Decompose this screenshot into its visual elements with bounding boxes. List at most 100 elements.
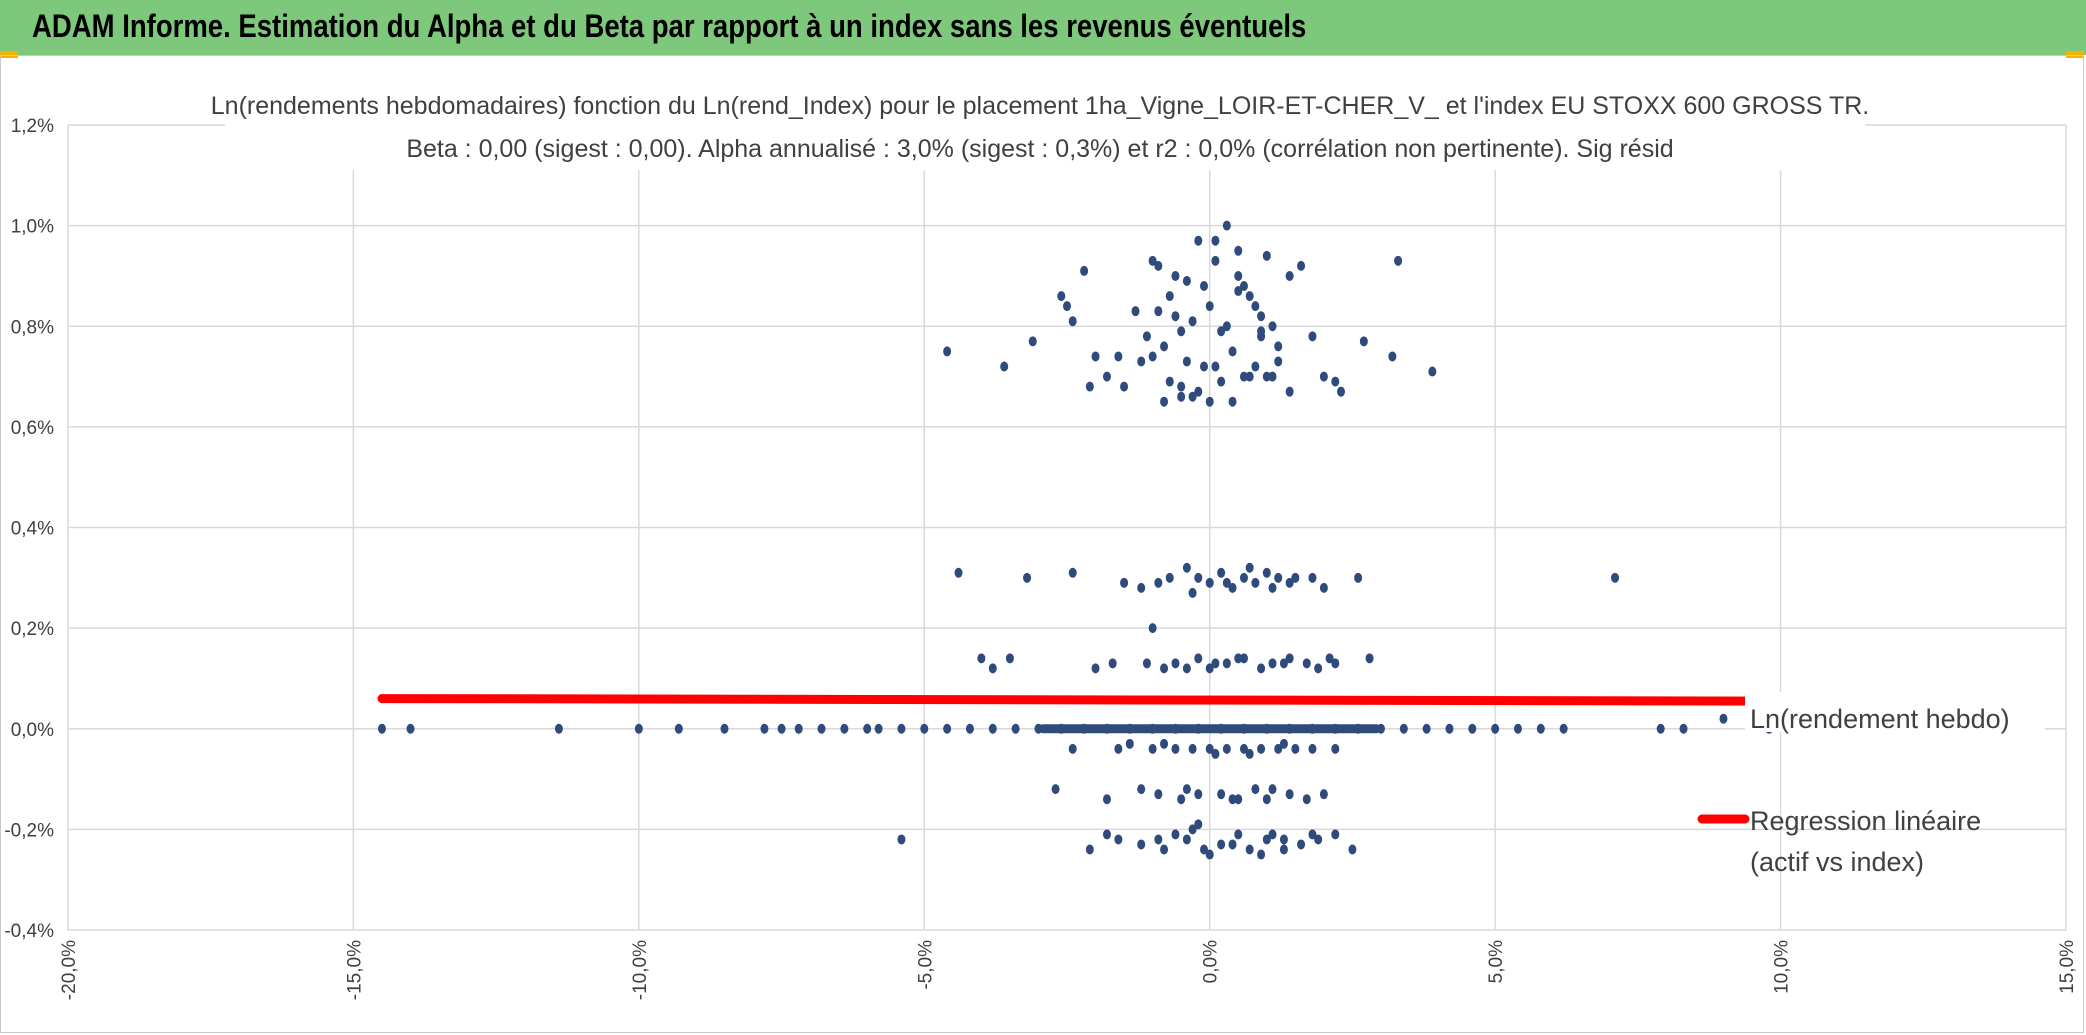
data-point bbox=[1262, 371, 1271, 382]
data-point bbox=[1194, 235, 1203, 246]
data-point bbox=[1388, 351, 1397, 362]
legend-label-regression-1: Regression linéaire bbox=[1750, 806, 1981, 836]
x-tick-label: -10,0% bbox=[630, 940, 651, 1000]
data-point bbox=[1091, 663, 1100, 674]
data-point bbox=[554, 723, 563, 734]
data-point bbox=[1513, 723, 1522, 734]
data-point bbox=[1148, 743, 1157, 754]
data-point bbox=[1148, 255, 1157, 266]
data-point bbox=[1719, 713, 1728, 724]
data-point bbox=[1005, 653, 1014, 664]
data-point bbox=[1188, 824, 1197, 835]
data-point bbox=[1234, 653, 1243, 664]
data-point bbox=[1337, 386, 1346, 397]
data-point bbox=[897, 834, 906, 845]
y-tick-label: 0,2% bbox=[11, 619, 54, 640]
chart-frame bbox=[0, 55, 2084, 1033]
data-point bbox=[1154, 834, 1163, 845]
data-point bbox=[1091, 351, 1100, 362]
data-point bbox=[920, 723, 929, 734]
data-point bbox=[977, 653, 986, 664]
data-point bbox=[1422, 723, 1431, 734]
data-point bbox=[897, 723, 906, 734]
data-point bbox=[1200, 281, 1209, 291]
y-tick-label: 0,6% bbox=[11, 418, 54, 439]
data-point bbox=[1057, 723, 1066, 734]
data-point bbox=[1188, 316, 1197, 327]
data-point bbox=[1239, 743, 1248, 754]
data-point bbox=[1125, 738, 1134, 749]
data-point bbox=[1194, 386, 1203, 397]
data-point bbox=[1200, 361, 1209, 372]
data-point bbox=[1268, 371, 1277, 382]
data-point bbox=[1182, 275, 1191, 286]
x-tick-label: -5,0% bbox=[915, 940, 936, 990]
data-point bbox=[1068, 567, 1077, 578]
data-point bbox=[1160, 844, 1169, 855]
data-point bbox=[1114, 351, 1123, 362]
data-point bbox=[1211, 255, 1220, 266]
data-point bbox=[1262, 567, 1271, 578]
data-point bbox=[1182, 834, 1191, 845]
data-point bbox=[1165, 291, 1174, 302]
data-point bbox=[1245, 844, 1254, 855]
data-point bbox=[1365, 653, 1374, 664]
data-point bbox=[1262, 723, 1271, 734]
data-point bbox=[1262, 794, 1271, 805]
data-point bbox=[1536, 723, 1545, 734]
data-point bbox=[1239, 371, 1248, 382]
x-tick-label: -15,0% bbox=[344, 940, 365, 1000]
data-point bbox=[1211, 361, 1220, 372]
data-point bbox=[1171, 723, 1180, 734]
data-point bbox=[1085, 844, 1094, 855]
data-point bbox=[1331, 829, 1340, 840]
data-point bbox=[1160, 396, 1169, 407]
data-point bbox=[1171, 829, 1180, 840]
header-banner: ADAM Informe. Estimation du Alpha et du … bbox=[0, 0, 2086, 55]
data-point bbox=[1011, 723, 1020, 734]
regression-series bbox=[377, 694, 1774, 706]
page-title: ADAM Informe. Estimation du Alpha et du … bbox=[32, 8, 1307, 44]
data-point bbox=[1148, 723, 1157, 734]
data-point bbox=[1354, 723, 1363, 734]
data-point bbox=[1354, 572, 1363, 583]
data-point bbox=[1399, 723, 1408, 734]
y-tick-label: 0,4% bbox=[11, 519, 54, 540]
data-point bbox=[1279, 738, 1288, 749]
data-point bbox=[1120, 577, 1129, 588]
data-point bbox=[1285, 577, 1294, 588]
data-point bbox=[1131, 306, 1140, 317]
data-point bbox=[1222, 220, 1231, 231]
y-tick-label: 1,2% bbox=[11, 116, 54, 137]
data-point bbox=[1205, 301, 1214, 312]
data-point bbox=[1222, 743, 1231, 754]
data-point bbox=[1137, 582, 1146, 593]
data-point bbox=[1148, 351, 1157, 362]
x-tick-label: 5,0% bbox=[1486, 940, 1507, 983]
data-point bbox=[1611, 572, 1620, 583]
data-point bbox=[1285, 789, 1294, 800]
data-point bbox=[1160, 341, 1169, 352]
data-point bbox=[1302, 658, 1311, 669]
data-point bbox=[1262, 250, 1271, 261]
corner-marker-right bbox=[2066, 51, 2084, 58]
data-point bbox=[1211, 748, 1220, 759]
data-point bbox=[1251, 577, 1260, 588]
data-point bbox=[1319, 789, 1328, 800]
data-point bbox=[863, 723, 872, 734]
data-point bbox=[1137, 784, 1146, 795]
data-point bbox=[1217, 723, 1226, 734]
data-point bbox=[1268, 829, 1277, 840]
data-point bbox=[1348, 844, 1357, 855]
data-point bbox=[1251, 361, 1260, 372]
data-point bbox=[1102, 723, 1111, 734]
data-point bbox=[1194, 819, 1203, 830]
data-point bbox=[1222, 658, 1231, 669]
data-point bbox=[1274, 341, 1283, 352]
data-point bbox=[1285, 653, 1294, 664]
data-point bbox=[1279, 844, 1288, 855]
data-point bbox=[1279, 834, 1288, 845]
y-tick-label: -0,2% bbox=[4, 820, 54, 841]
data-point bbox=[1068, 316, 1077, 327]
